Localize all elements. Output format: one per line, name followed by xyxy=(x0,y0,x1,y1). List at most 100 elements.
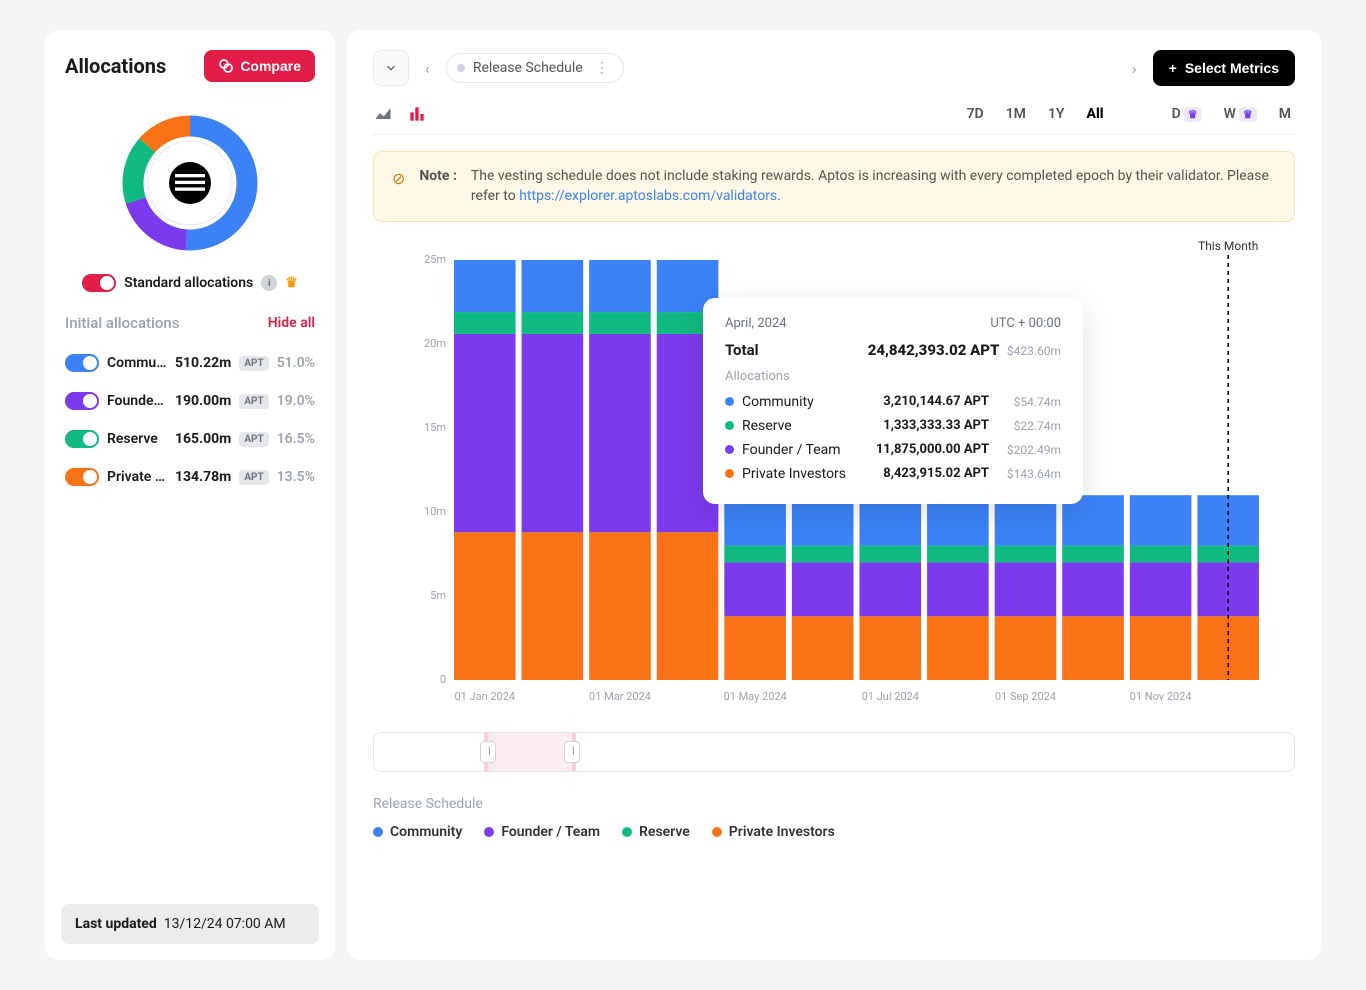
allocation-unit: APT xyxy=(239,432,268,447)
allocation-row: Community 510.22m APT 51.0% xyxy=(65,344,315,382)
chart-type-selector xyxy=(373,104,427,124)
compare-button[interactable]: Compare xyxy=(204,50,315,82)
legend-label: Founder / Team xyxy=(501,824,600,840)
allocation-toggle[interactable] xyxy=(65,430,99,448)
allocation-value: 510.22m xyxy=(175,355,231,371)
granularity-d[interactable]: D♛ xyxy=(1168,104,1206,124)
legend-dot xyxy=(712,827,722,837)
allocation-percent: 13.5% xyxy=(277,469,315,485)
tooltip-rows: Community 3,210,144.67 APT $54.74m Reser… xyxy=(725,390,1061,486)
allocation-row: Founder / Te... 190.00m APT 19.0% xyxy=(65,382,315,420)
allocations-sidebar: Allocations Compare Standard allocations… xyxy=(45,30,335,960)
svg-text:25m: 25m xyxy=(424,253,446,266)
range-1y[interactable]: 1Y xyxy=(1044,104,1069,124)
tab-status-dot xyxy=(457,64,465,72)
crown-icon: ♛ xyxy=(285,275,298,291)
tooltip-dot xyxy=(725,421,734,430)
range-all[interactable]: All xyxy=(1083,104,1108,124)
note-text: The vesting schedule does not include st… xyxy=(471,166,1276,207)
compare-icon xyxy=(218,58,234,74)
allocation-unit: APT xyxy=(239,394,268,409)
last-updated-label: Last updated xyxy=(75,916,157,932)
allocation-percent: 16.5% xyxy=(277,431,315,447)
donut-chart xyxy=(115,108,265,258)
allocation-value: 190.00m xyxy=(175,393,231,409)
granularity-m[interactable]: M xyxy=(1275,104,1295,124)
chevron-down-icon xyxy=(384,61,398,75)
tooltip-row-name: Founder / Team xyxy=(742,442,868,458)
crown-icon: ♛ xyxy=(1184,107,1202,122)
svg-text:10m: 10m xyxy=(424,505,446,518)
time-brush[interactable]: || || xyxy=(373,732,1295,772)
standard-allocations-toggle[interactable] xyxy=(82,274,116,292)
legend-dot xyxy=(622,827,632,837)
legend-label: Reserve xyxy=(639,824,690,840)
legend-item[interactable]: Reserve xyxy=(622,824,690,840)
allocation-toggle[interactable] xyxy=(65,392,99,410)
tooltip-row-name: Reserve xyxy=(742,418,875,434)
tooltip-section-label: Allocations xyxy=(725,369,1061,384)
prev-button[interactable]: ‹ xyxy=(419,53,436,84)
tab-release-schedule[interactable]: Release Schedule ⋮ xyxy=(446,53,624,83)
allocation-toggle[interactable] xyxy=(65,468,99,486)
allocation-unit: APT xyxy=(239,356,268,371)
svg-text:15m: 15m xyxy=(424,421,446,434)
legend-dot xyxy=(373,827,383,837)
sidebar-header: Allocations Compare xyxy=(65,50,315,82)
area-chart-icon[interactable] xyxy=(373,104,393,124)
tooltip-dot xyxy=(725,469,734,478)
svg-text:01 Nov 2024: 01 Nov 2024 xyxy=(1130,690,1192,703)
tooltip-row: Reserve 1,333,333.33 APT $22.74m xyxy=(725,414,1061,438)
range-1m[interactable]: 1M xyxy=(1002,104,1030,124)
tab-menu-icon[interactable]: ⋮ xyxy=(595,60,609,76)
tooltip-row-usd: $22.74m xyxy=(1001,419,1061,433)
svg-text:01 Mar 2024: 01 Mar 2024 xyxy=(589,690,651,703)
allocation-row: Private Inve... 134.78m APT 13.5% xyxy=(65,458,315,496)
svg-text:01 May 2024: 01 May 2024 xyxy=(723,690,786,703)
main-panel: ‹ Release Schedule ⋮ › + Select Metrics … xyxy=(347,30,1321,960)
note-link[interactable]: https://explorer.aptoslabs.com/validator… xyxy=(519,188,777,204)
range-7d[interactable]: 7D xyxy=(963,104,988,124)
allocation-row: Reserve 165.00m APT 16.5% xyxy=(65,420,315,458)
tooltip-row-value: 8,423,915.02 APT xyxy=(883,466,989,481)
legend-label: Private Investors xyxy=(729,824,835,840)
main-topbar: ‹ Release Schedule ⋮ › + Select Metrics xyxy=(373,50,1295,86)
crown-icon: ♛ xyxy=(1239,107,1257,122)
brush-handle-right[interactable]: || xyxy=(564,741,580,763)
granularity-w[interactable]: W♛ xyxy=(1220,104,1261,124)
tab-label: Release Schedule xyxy=(473,60,583,76)
tooltip-total-label: Total xyxy=(725,341,759,359)
brush-handle-left[interactable]: || xyxy=(480,741,496,763)
legend-item[interactable]: Private Investors xyxy=(712,824,835,840)
note-label: Note : xyxy=(419,166,457,186)
select-metrics-button[interactable]: + Select Metrics xyxy=(1153,50,1295,86)
allocation-name: Private Inve... xyxy=(107,469,167,485)
info-icon[interactable]: i xyxy=(261,275,277,291)
allocation-toggle[interactable] xyxy=(65,354,99,372)
dropdown-button[interactable] xyxy=(373,50,409,86)
tooltip-row: Founder / Team 11,875,000.00 APT $202.49… xyxy=(725,438,1061,462)
compare-label: Compare xyxy=(240,58,301,74)
allocation-value: 134.78m xyxy=(175,469,231,485)
next-button[interactable]: › xyxy=(1126,53,1143,84)
hide-all-button[interactable]: Hide all xyxy=(268,315,315,331)
allocation-percent: 19.0% xyxy=(277,393,315,409)
tooltip-row-name: Community xyxy=(742,394,875,410)
tooltip-dot xyxy=(725,445,734,454)
svg-text:20m: 20m xyxy=(424,337,446,350)
standard-allocations-row: Standard allocations i ♛ xyxy=(65,274,315,292)
last-updated-value: 13/12/24 07:00 AM xyxy=(164,916,286,932)
tooltip-tz: UTC + 00:00 xyxy=(990,316,1061,331)
tooltip-dot xyxy=(725,397,734,406)
view-controls-row: 7D 1M 1Y All D♛ W♛ M xyxy=(373,104,1295,135)
donut-chart-container xyxy=(65,108,315,258)
bar-chart-icon[interactable] xyxy=(407,104,427,124)
tooltip-row: Community 3,210,144.67 APT $54.74m xyxy=(725,390,1061,414)
last-updated-banner: Last updated 13/12/24 07:00 AM xyxy=(61,904,319,944)
legend-item[interactable]: Community xyxy=(373,824,462,840)
brush-window[interactable]: || || xyxy=(484,733,576,771)
allocation-value: 165.00m xyxy=(175,431,231,447)
legend-item[interactable]: Founder / Team xyxy=(484,824,600,840)
svg-text:01 Jul 2024: 01 Jul 2024 xyxy=(862,690,919,703)
tooltip-row-value: 11,875,000.00 APT xyxy=(876,442,989,457)
